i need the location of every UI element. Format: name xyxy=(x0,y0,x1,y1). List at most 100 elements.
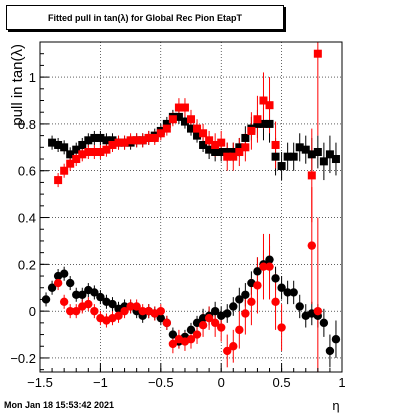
data-point-square xyxy=(235,148,244,156)
data-point-circle xyxy=(72,290,81,299)
data-point-square xyxy=(211,140,220,149)
x-tick-label: −1 xyxy=(93,375,108,390)
data-point-square xyxy=(84,148,93,156)
data-point-circle xyxy=(319,318,329,328)
data-point-square xyxy=(229,152,238,161)
data-point-circle xyxy=(210,318,220,328)
data-point-square xyxy=(199,129,208,138)
data-point-circle xyxy=(53,278,63,288)
data-point-square xyxy=(217,138,226,147)
data-point-square xyxy=(66,150,75,159)
data-point-circle xyxy=(168,339,178,349)
data-point-circle xyxy=(78,290,87,299)
data-point-circle xyxy=(162,318,172,328)
data-markers xyxy=(41,49,341,356)
data-point-square xyxy=(126,136,135,145)
data-point-square xyxy=(66,159,75,168)
data-point-circle xyxy=(186,325,196,335)
data-point-circle xyxy=(66,306,75,316)
data-point-square xyxy=(331,155,340,164)
y-axis-label: pull in tan(λ) xyxy=(9,44,26,126)
data-point-circle xyxy=(90,306,99,316)
chart-title: Fitted pull in tan(λ) for Global Rec Pio… xyxy=(6,5,284,30)
data-point-square xyxy=(187,115,195,124)
data-point-circle xyxy=(277,283,286,292)
data-point-square xyxy=(283,152,292,161)
data-point-square xyxy=(90,148,99,156)
data-point-square xyxy=(241,133,250,142)
data-point-square xyxy=(108,140,117,149)
data-point-square xyxy=(301,145,310,154)
data-point-square xyxy=(235,143,244,152)
data-point-square xyxy=(241,143,250,152)
data-point-square xyxy=(313,49,322,58)
data-point-circle xyxy=(41,295,51,304)
data-point-square xyxy=(102,136,111,145)
data-point-circle xyxy=(132,302,141,311)
x-tick-label: 1 xyxy=(338,375,345,390)
data-point-circle xyxy=(72,306,81,316)
data-point-square xyxy=(211,148,220,156)
data-point-square xyxy=(174,103,183,112)
data-point-circle xyxy=(108,299,117,309)
data-point-circle xyxy=(289,288,298,297)
x-tick-label: −1.5 xyxy=(27,375,53,390)
data-point-circle xyxy=(283,288,292,297)
data-point-square xyxy=(180,103,189,112)
data-point-square xyxy=(307,150,316,159)
data-point-square xyxy=(229,148,238,156)
data-point-square xyxy=(247,126,256,135)
data-point-square xyxy=(72,145,81,154)
y-tick-label: 0.8 xyxy=(18,117,36,132)
data-point-circle xyxy=(186,335,196,344)
data-point-square xyxy=(217,148,226,156)
x-axis-label: η xyxy=(332,398,339,413)
data-point-circle xyxy=(84,299,93,309)
data-point-circle xyxy=(198,320,208,330)
data-point-square xyxy=(253,119,262,128)
plot-frame xyxy=(39,41,343,373)
data-point-square xyxy=(271,152,280,161)
y-tick-label: 1 xyxy=(29,70,36,85)
data-point-square xyxy=(54,140,63,149)
data-point-square xyxy=(102,145,111,154)
data-point-circle xyxy=(313,306,323,316)
data-point-square xyxy=(96,148,105,156)
y-tick-label: −0.2 xyxy=(10,351,36,366)
data-point-square xyxy=(48,138,57,147)
data-point-square xyxy=(271,140,280,149)
y-tick-label: 0 xyxy=(29,304,36,319)
data-point-square xyxy=(114,138,123,147)
data-point-square xyxy=(168,115,177,124)
y-tick-label: 0.4 xyxy=(18,211,36,226)
data-point-circle xyxy=(120,306,129,316)
data-point-square xyxy=(150,133,159,142)
timestamp: Mon Jan 18 15:53:42 2021 xyxy=(4,400,115,410)
data-point-square xyxy=(162,119,171,128)
data-point-square xyxy=(60,143,69,152)
data-point-circle xyxy=(229,342,238,351)
data-point-square xyxy=(205,136,214,145)
data-point-square xyxy=(289,152,298,161)
data-point-circle xyxy=(168,330,178,339)
data-point-square xyxy=(54,176,63,185)
data-point-square xyxy=(78,140,87,149)
data-point-square xyxy=(193,124,202,133)
x-tick-label: 0 xyxy=(218,375,225,390)
data-point-square xyxy=(84,136,93,145)
data-point-circle xyxy=(59,297,69,306)
data-point-circle xyxy=(223,309,232,318)
data-point-circle xyxy=(241,290,250,299)
data-point-circle xyxy=(253,267,262,276)
data-point-square xyxy=(78,150,87,159)
data-point-circle xyxy=(295,302,304,311)
data-point-square xyxy=(156,129,165,138)
data-point-circle xyxy=(138,306,147,316)
data-point-circle xyxy=(235,325,244,335)
data-point-circle xyxy=(156,313,165,323)
data-point-square xyxy=(313,148,322,156)
data-point-square xyxy=(90,133,99,142)
data-point-square xyxy=(120,138,129,147)
data-point-circle xyxy=(126,302,135,311)
data-point-square xyxy=(265,101,274,110)
